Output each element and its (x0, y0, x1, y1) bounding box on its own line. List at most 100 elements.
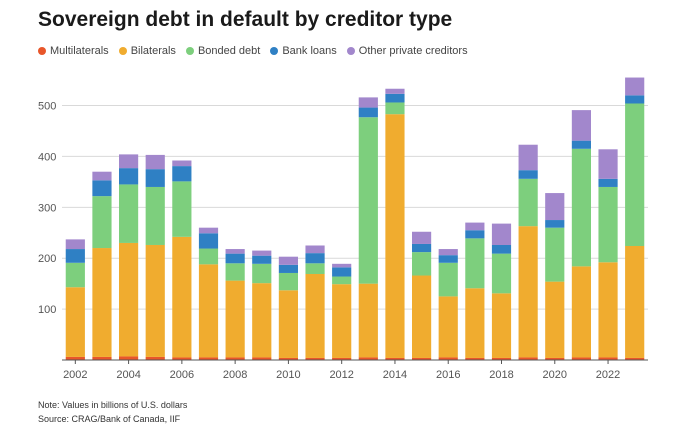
bar-segment-bonded-debt (305, 263, 325, 274)
legend-item-other-private-creditors: Other private creditors (346, 45, 468, 57)
bar-segment-bank-loans (625, 95, 645, 104)
bar-segment-bank-loans (518, 170, 538, 179)
bar-segment-bank-loans (92, 180, 112, 197)
bar-segment-other-private-creditors (571, 110, 591, 141)
bar-segment-bonded-debt (518, 178, 538, 227)
bar-segment-bilaterals (412, 275, 432, 358)
bar-segment-bilaterals (119, 242, 139, 357)
legend: Multilaterals Bilaterals Bonded debt Bank l… (38, 45, 468, 57)
bar-segment-multilaterals (92, 356, 112, 360)
bar-group-2007 (198, 227, 219, 360)
bar-segment-multilaterals (625, 357, 645, 360)
bar-segment-bilaterals (385, 114, 405, 358)
bar-segment-multilaterals (332, 357, 352, 360)
bar-group-2006 (172, 160, 192, 360)
bar-segment-bank-loans (225, 253, 245, 264)
bar-segment-bonded-debt (278, 272, 298, 291)
bar-segment-bonded-debt (92, 196, 112, 249)
legend-swatch (38, 47, 46, 55)
bar-group-2017 (465, 222, 485, 360)
bar-segment-other-private-creditors (198, 227, 219, 234)
bar-segment-bilaterals (625, 246, 645, 358)
y-tick-label: 100 (38, 304, 56, 316)
bar-group-2004 (119, 154, 139, 360)
bar-segment-multilaterals (172, 357, 192, 360)
legend-label: Multilaterals (50, 45, 109, 57)
chart-title: Sovereign debt in default by creditor ty… (38, 8, 453, 31)
legend-swatch (185, 47, 194, 55)
x-tick-label: 2006 (170, 369, 194, 381)
bar-segment-other-private-creditors (598, 149, 618, 179)
bar-segment-bilaterals (332, 284, 352, 358)
bar-segment-multilaterals (119, 356, 139, 360)
bar-group-2012 (332, 263, 352, 360)
bar-segment-bonded-debt (625, 103, 645, 246)
bar-segment-other-private-creditors (65, 239, 85, 250)
bar-segment-bonded-debt (598, 186, 618, 263)
bar-group-2014 (385, 88, 405, 360)
legend-swatch (346, 47, 355, 55)
bar-segment-bank-loans (198, 233, 219, 249)
x-tick-label: 2014 (383, 369, 407, 381)
bar-group-2021 (571, 110, 591, 360)
bar-segment-other-private-creditors (465, 222, 485, 231)
bar-segment-multilaterals (385, 357, 405, 360)
bar-segment-other-private-creditors (438, 249, 458, 256)
bar-segment-bank-loans (438, 255, 458, 263)
bar-segment-bonded-debt (491, 253, 512, 294)
bar-segment-bank-loans (598, 178, 618, 187)
bar-segment-other-private-creditors (225, 249, 245, 254)
bar-segment-bank-loans (412, 243, 432, 253)
bar-segment-bilaterals (198, 264, 219, 358)
bar-segment-bonded-debt (145, 186, 165, 245)
bar-segment-multilaterals (518, 357, 538, 360)
bar-segment-bonded-debt (198, 248, 219, 265)
bar-segment-bilaterals (438, 296, 458, 358)
bar-segment-bilaterals (252, 283, 272, 358)
bar-segment-other-private-creditors (172, 160, 192, 167)
bar-segment-bank-loans (545, 220, 565, 228)
bar-group-2015 (412, 231, 432, 360)
bar-segment-bank-loans (358, 107, 378, 118)
bar-segment-bank-loans (119, 168, 139, 185)
bar-segment-bilaterals (545, 281, 565, 358)
x-tick-label: 2020 (543, 369, 567, 381)
legend-item-multilaterals: Multilaterals (38, 45, 109, 57)
bar-segment-bilaterals (571, 266, 591, 358)
bar-segment-bilaterals (92, 248, 112, 357)
bar-segment-multilaterals (465, 357, 485, 360)
bar-segment-bank-loans (145, 169, 165, 187)
bar-segment-multilaterals (145, 356, 165, 360)
bar-segment-bilaterals (491, 293, 512, 358)
bar-segment-bonded-debt (385, 102, 405, 115)
bar-group-2002 (65, 239, 85, 360)
chart-note: Note: Values in billions of U.S. dollars (38, 400, 188, 410)
legend-swatch (118, 47, 127, 55)
bar-group-2013 (358, 97, 378, 360)
bar-segment-bonded-debt (465, 238, 485, 289)
bar-segment-other-private-creditors (358, 97, 378, 108)
bar-segment-multilaterals (358, 357, 378, 360)
bar-segment-multilaterals (65, 356, 85, 360)
bar-segment-bonded-debt (412, 252, 432, 276)
bar-segment-bilaterals (65, 287, 85, 357)
bar-segment-other-private-creditors (92, 171, 112, 181)
legend-item-bonded-debt: Bonded debt (185, 45, 260, 57)
x-tick-label: 2008 (223, 369, 247, 381)
bar-segment-bilaterals (598, 262, 618, 358)
y-tick-label: 300 (38, 202, 56, 214)
bar-segment-bank-loans (465, 230, 485, 239)
bar-segment-bonded-debt (65, 262, 85, 288)
x-tick-label: 2018 (489, 369, 513, 381)
bar-segment-bilaterals (465, 288, 485, 358)
bar-group-2019 (518, 144, 538, 360)
bar-segment-bank-loans (571, 140, 591, 149)
bar-segment-multilaterals (278, 357, 298, 360)
bar-group-2023 (625, 77, 645, 360)
chart-source: Source: CRAG/Bank of Canada, IIF (38, 414, 181, 424)
bar-segment-other-private-creditors (625, 77, 645, 96)
bar-group-2010 (278, 256, 298, 360)
bar-segment-other-private-creditors (278, 256, 298, 265)
legend-item-bank-loans: Bank loans (270, 45, 337, 57)
